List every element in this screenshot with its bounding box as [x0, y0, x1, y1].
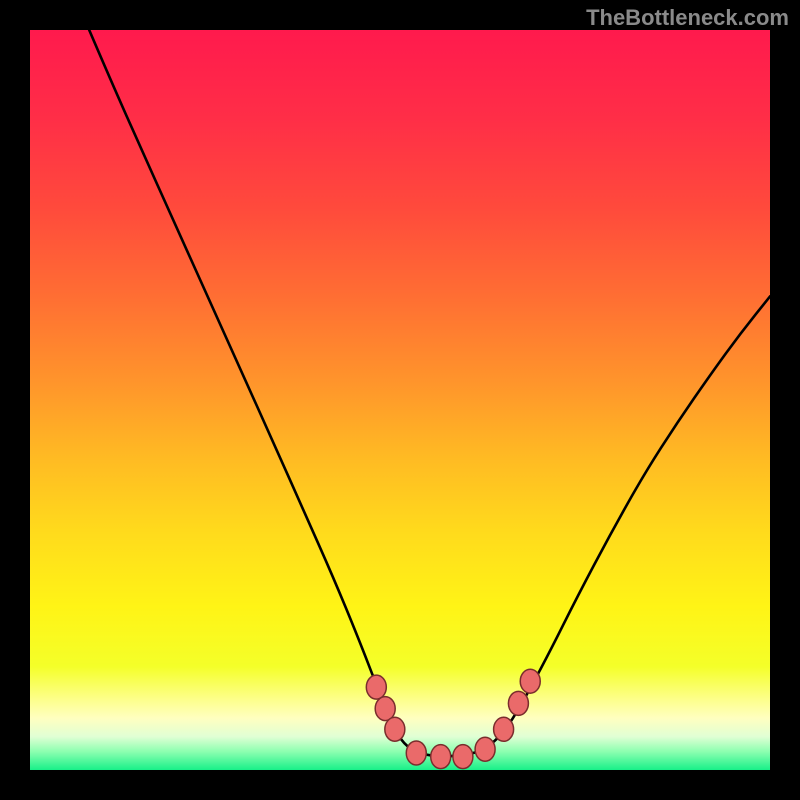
bottleneck-marker — [494, 717, 514, 741]
bottleneck-marker — [406, 741, 426, 765]
bottleneck-marker — [520, 669, 540, 693]
bottleneck-marker — [475, 737, 495, 761]
bottleneck-marker — [508, 691, 528, 715]
bottleneck-marker — [366, 675, 386, 699]
bottleneck-marker — [431, 745, 451, 769]
bottleneck-chart — [30, 30, 770, 770]
watermark-text: TheBottleneck.com — [586, 5, 789, 31]
chart-svg — [30, 30, 770, 770]
bottleneck-marker — [453, 745, 473, 769]
bottleneck-marker — [385, 717, 405, 741]
